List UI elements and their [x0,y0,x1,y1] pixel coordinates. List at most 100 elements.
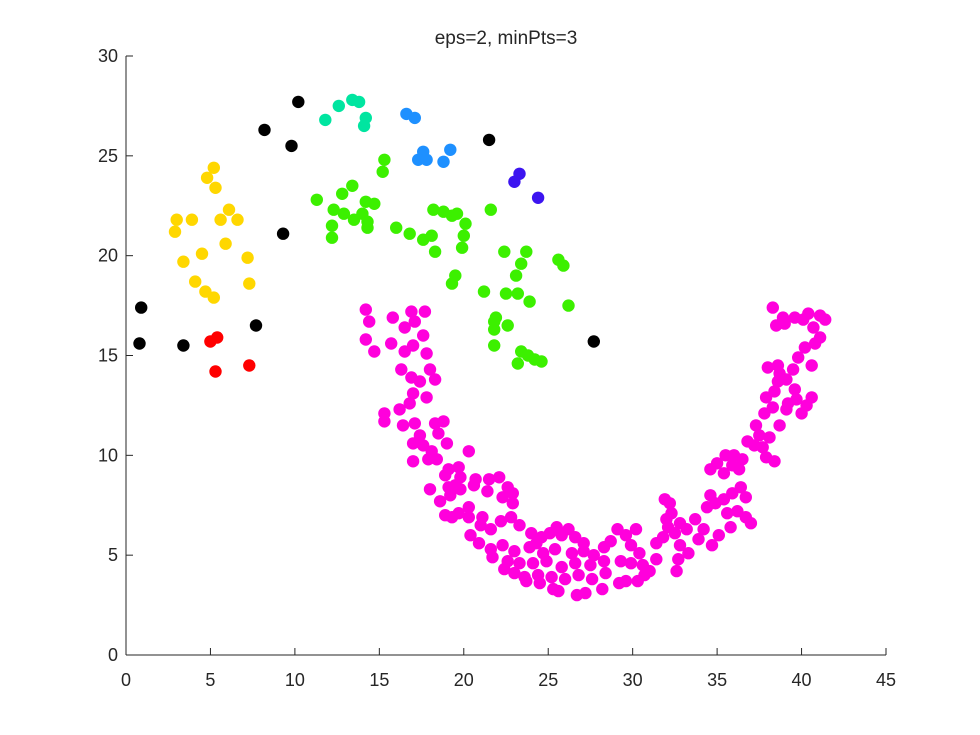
cluster-6-point [450,207,464,220]
cluster-7-point [624,557,638,570]
cluster-7-point [672,553,685,566]
cluster-7-point [484,523,497,536]
cluster-7-point [673,517,687,530]
cluster-7-point [599,566,612,580]
cluster-6-point [427,203,440,216]
cluster-7-point [668,527,682,540]
cluster-7-point [780,373,793,386]
cluster-6-point [535,355,548,368]
cluster-7-point [506,487,519,500]
data-points [133,93,832,602]
cluster-2-point [170,213,183,226]
cluster-7-point [393,403,406,416]
cluster-6-point [509,269,523,282]
cluster-7-point [444,489,457,502]
x-tick-label: 30 [623,670,643,690]
cluster-2-point [222,203,236,216]
cluster-7-point [749,419,763,432]
cluster-2-point [189,275,202,288]
cluster-7-point [359,303,372,316]
cluster-6-point [455,241,469,254]
cluster-6-point [325,231,339,244]
x-tick-label: 45 [876,670,896,690]
cluster-7-point [496,539,509,552]
cluster-7-point [523,541,536,554]
cluster-7-point [670,564,683,578]
cluster-7-point [386,311,399,324]
cluster-2-point [195,247,209,260]
cluster-7-point [619,529,633,542]
cluster-7-point [504,511,518,524]
cluster-7-point [780,403,793,416]
cluster-7-point [464,529,477,542]
cluster-7-point [717,467,731,480]
cluster-7-point [614,555,627,568]
cluster-7-point [788,383,801,396]
cluster-7-point [545,570,558,584]
y-tick-label: 20 [98,246,118,266]
cluster-6-point [498,245,511,258]
cluster-7-point [481,485,494,498]
cluster-7-point [585,572,599,586]
cluster-7-point [462,445,475,458]
cluster-2-point [185,213,199,226]
cluster-6-point [477,285,491,298]
cluster-7-point [596,582,609,596]
cluster-7-point [604,535,617,548]
cluster-6-point [499,287,513,300]
cluster-5-point [531,191,545,204]
cluster-0-point [285,139,298,153]
cluster-7-point [525,527,538,540]
cluster-7-point [439,469,452,482]
cluster-6-point [425,229,438,242]
cluster-2-point [219,237,232,250]
cluster-6-point [428,245,442,258]
cluster-7-point [786,363,800,376]
cluster-7-point [577,545,590,558]
cluster-7-point [396,419,410,432]
cluster-1-point [211,331,224,344]
y-tick-label: 5 [108,545,118,565]
cluster-7-point [467,479,481,492]
cluster-5-point [508,175,521,188]
cluster-6-point [511,287,524,300]
cluster-7-point [430,453,443,466]
cluster-6-point [390,221,403,234]
x-tick-label: 0 [121,670,131,690]
cluster-7-point [408,315,421,328]
cluster-0-point [135,301,148,314]
y-tick-label: 25 [98,146,118,166]
cluster-7-point [734,481,747,494]
cluster-7-point [413,375,427,388]
cluster-2-point [168,225,182,238]
cluster-7-point [437,415,450,428]
cluster-7-point [638,568,651,582]
cluster-7-point [763,431,776,444]
cluster-6-point [445,277,459,290]
cluster-7-point [403,397,416,410]
cluster-2-point [177,255,190,268]
cluster-7-point [508,566,521,580]
cluster-7-point [565,547,579,560]
chart-title: eps=2, minPts=3 [435,28,578,49]
cluster-7-point [432,427,445,440]
cluster-7-point [508,545,521,558]
cluster-7-point [423,363,437,376]
cluster-0-point [177,339,190,352]
cluster-7-point [417,329,430,342]
cluster-7-point [597,555,611,568]
cluster-7-point [658,493,671,506]
cluster-6-point [488,323,501,336]
cluster-3-point [352,95,366,109]
cluster-0-point [249,319,263,332]
y-tick-label: 0 [108,645,118,665]
x-ticks: 0 5 10 15 20 25 30 35 40 45 [121,648,896,690]
cluster-7-point [418,305,432,318]
cluster-7-point [697,523,710,536]
cluster-7-point [496,491,509,504]
cluster-6-point [457,229,470,242]
cluster-6-point [336,187,349,200]
cluster-7-point [768,385,781,398]
cluster-4-point [437,155,450,168]
cluster-7-point [368,345,381,358]
